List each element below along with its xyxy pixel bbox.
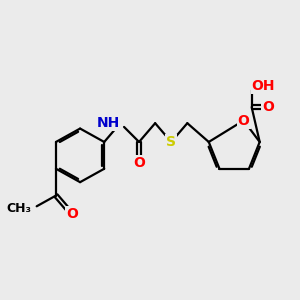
Text: CH₃: CH₃ [7,202,32,215]
Text: OH: OH [252,79,275,93]
Text: NH: NH [97,116,120,130]
Text: O: O [133,156,145,170]
Text: O: O [66,207,78,221]
Text: O: O [262,100,274,114]
Text: S: S [166,135,176,149]
Text: O: O [238,113,250,128]
